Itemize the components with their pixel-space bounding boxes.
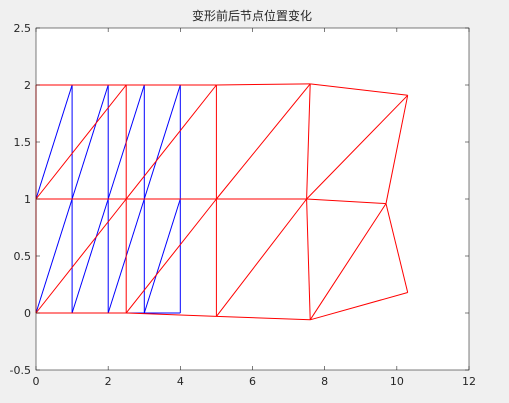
series-1-edge-19: [306, 83, 311, 200]
ticks-layer: 0 2 4 6 8 10 12-0.500.511.522.5: [10, 22, 476, 388]
y-tick-label: 1.5: [14, 136, 32, 149]
y-tick-label: 0: [24, 307, 31, 320]
series-1-edge-7: [306, 198, 387, 205]
x-tick-label: 8: [321, 375, 328, 388]
y-tick-label: 2.5: [14, 22, 32, 35]
series-1-edge-3: [310, 292, 408, 321]
series-1-edge-25: [309, 203, 387, 321]
x-tick-label: 2: [105, 375, 112, 388]
series-1-edge-10: [216, 83, 311, 86]
series-1-edge-23: [125, 198, 217, 314]
series-0-edge-11: [143, 198, 181, 314]
chart-title: 变形前后节点位置变化: [192, 8, 312, 23]
series-1-edge-11: [310, 83, 408, 96]
series-1-edge-1: [126, 312, 217, 317]
series-0-edge-13: [71, 84, 109, 200]
y-tick-label: 1: [24, 193, 31, 206]
series-0-edge-15: [143, 84, 181, 200]
series-1-edge-21: [385, 95, 409, 204]
series-1-edge-26: [35, 84, 127, 200]
series-1-edge-27: [125, 84, 217, 200]
series-0-edge-9: [71, 198, 109, 314]
series-1-edge-2: [216, 315, 311, 321]
series-0-edge-8: [35, 198, 73, 314]
series-1-edge-24: [216, 198, 307, 317]
series-0-edge-12: [35, 84, 73, 200]
series-1-edge-28: [216, 83, 311, 200]
x-tick-label: 12: [462, 375, 476, 388]
series-layer: [35, 83, 409, 321]
x-tick-label: 6: [249, 375, 256, 388]
x-tick-label: 0: [33, 375, 40, 388]
y-tick-label: 2: [24, 79, 31, 92]
y-tick-label: -0.5: [10, 364, 31, 377]
series-1-edge-20: [385, 203, 409, 293]
y-tick-label: 0.5: [14, 250, 32, 263]
series-1-edge-22: [35, 198, 127, 314]
series-1-edge-29: [306, 94, 409, 200]
x-tick-label: 4: [177, 375, 184, 388]
series-1-edge-18: [306, 198, 311, 320]
x-tick-label: 10: [390, 375, 404, 388]
series-1: [35, 83, 409, 321]
